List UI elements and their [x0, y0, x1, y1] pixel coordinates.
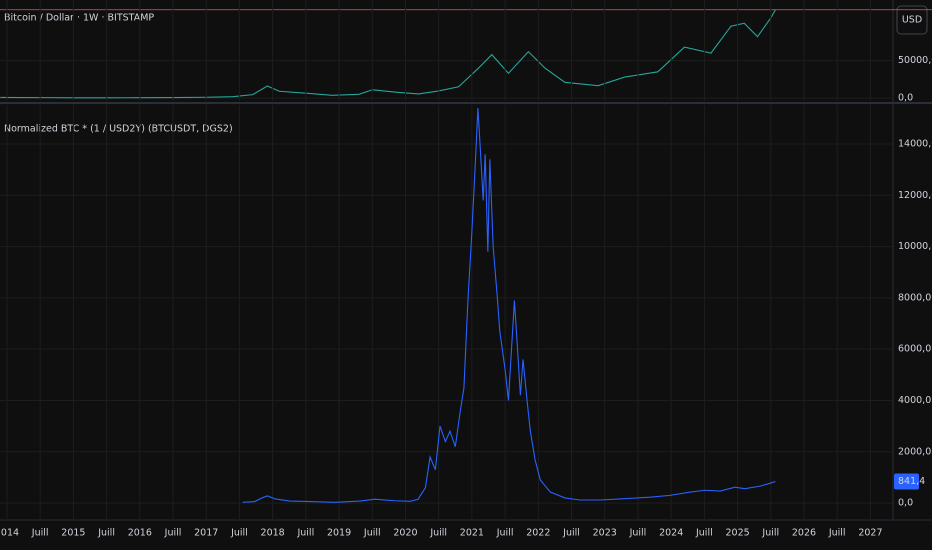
x-tick-label: 2023: [593, 528, 617, 539]
x-tick-label: 2016: [128, 528, 152, 539]
y-tick-label: 2000,0: [898, 446, 931, 457]
x-tick-label: Juill: [164, 528, 182, 539]
x-tick-label: 2015: [61, 528, 85, 539]
x-tick-label: Juill: [496, 528, 514, 539]
last-value-label: 841,4: [898, 476, 925, 487]
y-tick-label: 14000,0: [898, 138, 932, 149]
series-line: [0, 9, 776, 99]
x-tick-label: Juill: [31, 528, 49, 539]
x-tick-label: 2021: [460, 528, 484, 539]
currency-label[interactable]: USD: [902, 15, 922, 26]
y-tick-label: 4000,0: [898, 395, 931, 406]
y-tick-label: 10000,0: [898, 241, 932, 252]
x-tick-label: Juill: [97, 528, 115, 539]
x-tick-label: 2026: [792, 528, 816, 539]
x-tick-label: Juill: [629, 528, 647, 539]
x-tick-label: 2025: [725, 528, 749, 539]
series-line: [242, 108, 776, 503]
x-tick-label: 2020: [393, 528, 417, 539]
x-tick-label: 2027: [858, 528, 882, 539]
x-tick-label: 2022: [526, 528, 550, 539]
indicator-title: Normalized BTC * (1 / USD2Y) (BTCUSDT, D…: [4, 124, 233, 135]
x-tick-label: Juill: [429, 528, 447, 539]
y-tick-label: 0,0: [898, 498, 913, 509]
x-tick-label: 2019: [327, 528, 351, 539]
x-tick-label: Juill: [296, 528, 314, 539]
y-tick-label: 12000,0: [898, 190, 932, 201]
x-tick-label: Juill: [562, 528, 580, 539]
y-tick-label: 50000,0: [898, 55, 932, 66]
x-tick-label: 2017: [194, 528, 218, 539]
currency-button[interactable]: [896, 5, 928, 35]
y-tick-label: 6000,0: [898, 344, 931, 355]
x-tick-label: Juill: [230, 528, 248, 539]
x-tick-label: 2018: [261, 528, 285, 539]
x-tick-label: Juill: [761, 528, 779, 539]
x-tick-label: 2024: [659, 528, 683, 539]
last-value-badge: [894, 473, 919, 490]
y-tick-label: 8000,0: [898, 292, 931, 303]
main-pane-title: Bitcoin / Dollar · 1W · BITSTAMP: [4, 13, 154, 24]
x-tick-label: Juill: [363, 528, 381, 539]
x-tick-label: Juill: [695, 528, 713, 539]
y-tick-label: 0,0: [898, 93, 913, 104]
x-tick-label: 2014: [0, 528, 19, 539]
x-tick-label: Juill: [828, 528, 846, 539]
